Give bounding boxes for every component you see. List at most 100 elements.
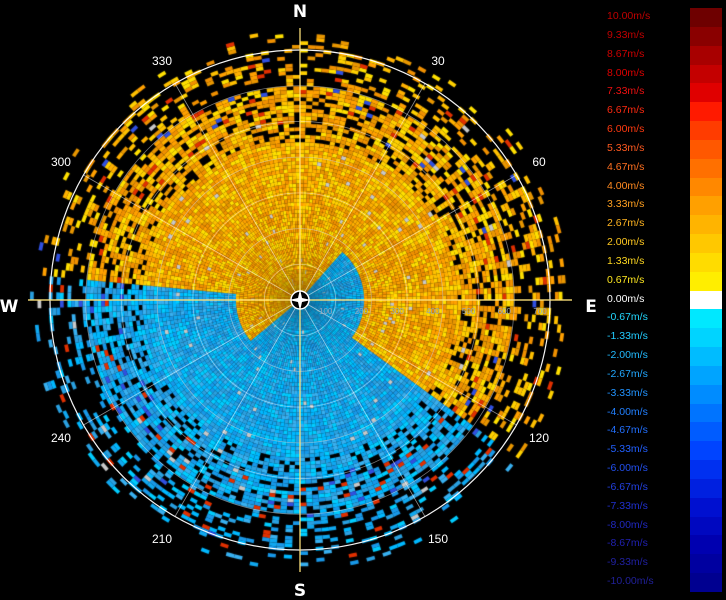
azimuth-line bbox=[299, 174, 517, 301]
legend-entry: -4.00m/s bbox=[604, 403, 722, 423]
legend-label: 2.00m/s bbox=[607, 236, 645, 249]
legend-label: -7.33m/s bbox=[607, 499, 648, 512]
legend-label: 4.00m/s bbox=[607, 179, 645, 192]
legend-entry: -10.00m/s bbox=[604, 573, 722, 593]
legend-swatch bbox=[690, 365, 722, 386]
legend-swatch bbox=[690, 83, 722, 103]
range-label-700: 700 bbox=[533, 307, 547, 316]
legend-label: -6.67m/s bbox=[607, 480, 648, 493]
legend-swatch bbox=[690, 328, 722, 348]
legend-swatch bbox=[690, 460, 722, 480]
azimuth-line bbox=[83, 299, 301, 426]
legend-entry: 8.67m/s bbox=[604, 45, 722, 65]
legend-entry: 2.00m/s bbox=[604, 234, 722, 254]
legend-swatch bbox=[690, 516, 722, 536]
legend-swatch bbox=[690, 554, 722, 574]
legend-label: 0.00m/s bbox=[607, 292, 645, 305]
legend-label: 0.67m/s bbox=[607, 273, 645, 286]
legend-label: 6.67m/s bbox=[607, 104, 645, 117]
legend-entry: 3.33m/s bbox=[604, 196, 722, 216]
legend-entry: 9.33m/s bbox=[604, 26, 722, 47]
legend-entry: 6.67m/s bbox=[604, 102, 722, 122]
legend-entry: -5.33m/s bbox=[604, 441, 722, 461]
legend-entry: -8.00m/s bbox=[604, 516, 722, 536]
legend-label: 1.33m/s bbox=[607, 254, 645, 267]
range-ring-grid bbox=[28, 28, 572, 572]
legend-swatch bbox=[690, 573, 722, 593]
legend-entry: -0.67m/s bbox=[604, 309, 722, 329]
legend-label: -6.00m/s bbox=[607, 462, 648, 475]
azimuth-line bbox=[299, 299, 517, 426]
azimuth-label-150: 150 bbox=[428, 532, 448, 546]
legend-swatch bbox=[690, 478, 722, 499]
legend-swatch bbox=[690, 535, 722, 555]
range-label-500: 500 bbox=[462, 307, 476, 316]
legend-entry: -1.33m/s bbox=[604, 328, 722, 348]
legend-swatch bbox=[690, 347, 722, 367]
legend-label: 7.33m/s bbox=[607, 85, 645, 98]
legend-label: 6.00m/s bbox=[607, 123, 645, 136]
legend-entry: -9.33m/s bbox=[604, 554, 722, 574]
legend-entry: 2.67m/s bbox=[604, 215, 722, 235]
legend-swatch bbox=[690, 121, 722, 141]
legend-swatch bbox=[690, 234, 722, 254]
radar-display: N E S W 30 60 120 150 210 240 300 330 100 200 300… bbox=[0, 0, 600, 600]
legend-label: -4.67m/s bbox=[607, 424, 648, 437]
azimuth-label-300: 300 bbox=[51, 155, 71, 169]
legend-swatch bbox=[690, 8, 722, 28]
legend-label: -8.00m/s bbox=[607, 518, 648, 531]
legend-swatch bbox=[690, 102, 722, 122]
legend-swatch bbox=[690, 441, 722, 461]
velocity-color-legend: 10.00m/s 9.33m/s 8.67m/s 8.00m/s 7.33m/s 6.67… bbox=[604, 8, 722, 593]
legend-label: -0.67m/s bbox=[607, 311, 648, 324]
range-label-300: 300 bbox=[390, 307, 404, 316]
legend-label: -3.33m/s bbox=[607, 386, 648, 399]
legend-label: -4.00m/s bbox=[607, 405, 648, 418]
legend-label: -2.00m/s bbox=[607, 349, 648, 362]
legend-label: 8.67m/s bbox=[607, 47, 645, 60]
legend-swatch bbox=[690, 271, 722, 292]
range-labels: 100 200 300 400 500 600 700 bbox=[319, 307, 547, 316]
azimuth-line bbox=[299, 83, 426, 301]
legend-swatch bbox=[690, 177, 722, 197]
legend-swatch bbox=[690, 252, 722, 273]
legend-entry: -8.67m/s bbox=[604, 535, 722, 555]
legend-entry: -3.33m/s bbox=[604, 384, 722, 405]
legend-label: -5.33m/s bbox=[607, 443, 648, 456]
legend-label: 4.67m/s bbox=[607, 160, 645, 173]
range-label-400: 400 bbox=[426, 307, 440, 316]
legend-entry: 1.33m/s bbox=[604, 252, 722, 273]
legend-entry: -6.00m/s bbox=[604, 460, 722, 480]
legend-swatch bbox=[690, 26, 722, 47]
legend-label: 5.33m/s bbox=[607, 141, 645, 154]
legend-entry: 7.33m/s bbox=[604, 83, 722, 103]
legend-entry: 10.00m/s bbox=[604, 8, 722, 28]
legend-entry: 6.00m/s bbox=[604, 121, 722, 141]
azimuth-label-240: 240 bbox=[51, 431, 71, 445]
legend-label: -1.33m/s bbox=[607, 330, 648, 343]
legend-swatch bbox=[690, 215, 722, 235]
azimuth-label-120: 120 bbox=[529, 431, 549, 445]
range-label-100: 100 bbox=[319, 307, 333, 316]
legend-label: 9.33m/s bbox=[607, 28, 645, 41]
legend-label: 3.33m/s bbox=[607, 198, 645, 211]
azimuth-labels: 30 60 120 150 210 240 300 330 bbox=[51, 54, 549, 546]
legend-entry: -4.67m/s bbox=[604, 422, 722, 442]
legend-entry: -7.33m/s bbox=[604, 497, 722, 518]
azimuth-label-60: 60 bbox=[532, 155, 546, 169]
legend-entry: 0.00m/s bbox=[604, 290, 722, 310]
legend-label: 10.00m/s bbox=[607, 10, 651, 22]
range-label-200: 200 bbox=[355, 307, 369, 316]
legend-swatch bbox=[690, 64, 722, 84]
legend-label: 2.67m/s bbox=[607, 217, 645, 230]
legend-swatch bbox=[690, 158, 722, 179]
legend-entry: 4.00m/s bbox=[604, 177, 722, 197]
cardinal-west: W bbox=[0, 297, 19, 317]
center-marker-icon bbox=[289, 289, 311, 311]
azimuth-line bbox=[299, 299, 426, 517]
legend-label: -8.67m/s bbox=[607, 537, 648, 550]
legend-swatch bbox=[690, 45, 722, 65]
azimuth-line bbox=[83, 174, 301, 301]
legend-swatch bbox=[690, 139, 722, 160]
cardinal-south: S bbox=[294, 581, 306, 600]
